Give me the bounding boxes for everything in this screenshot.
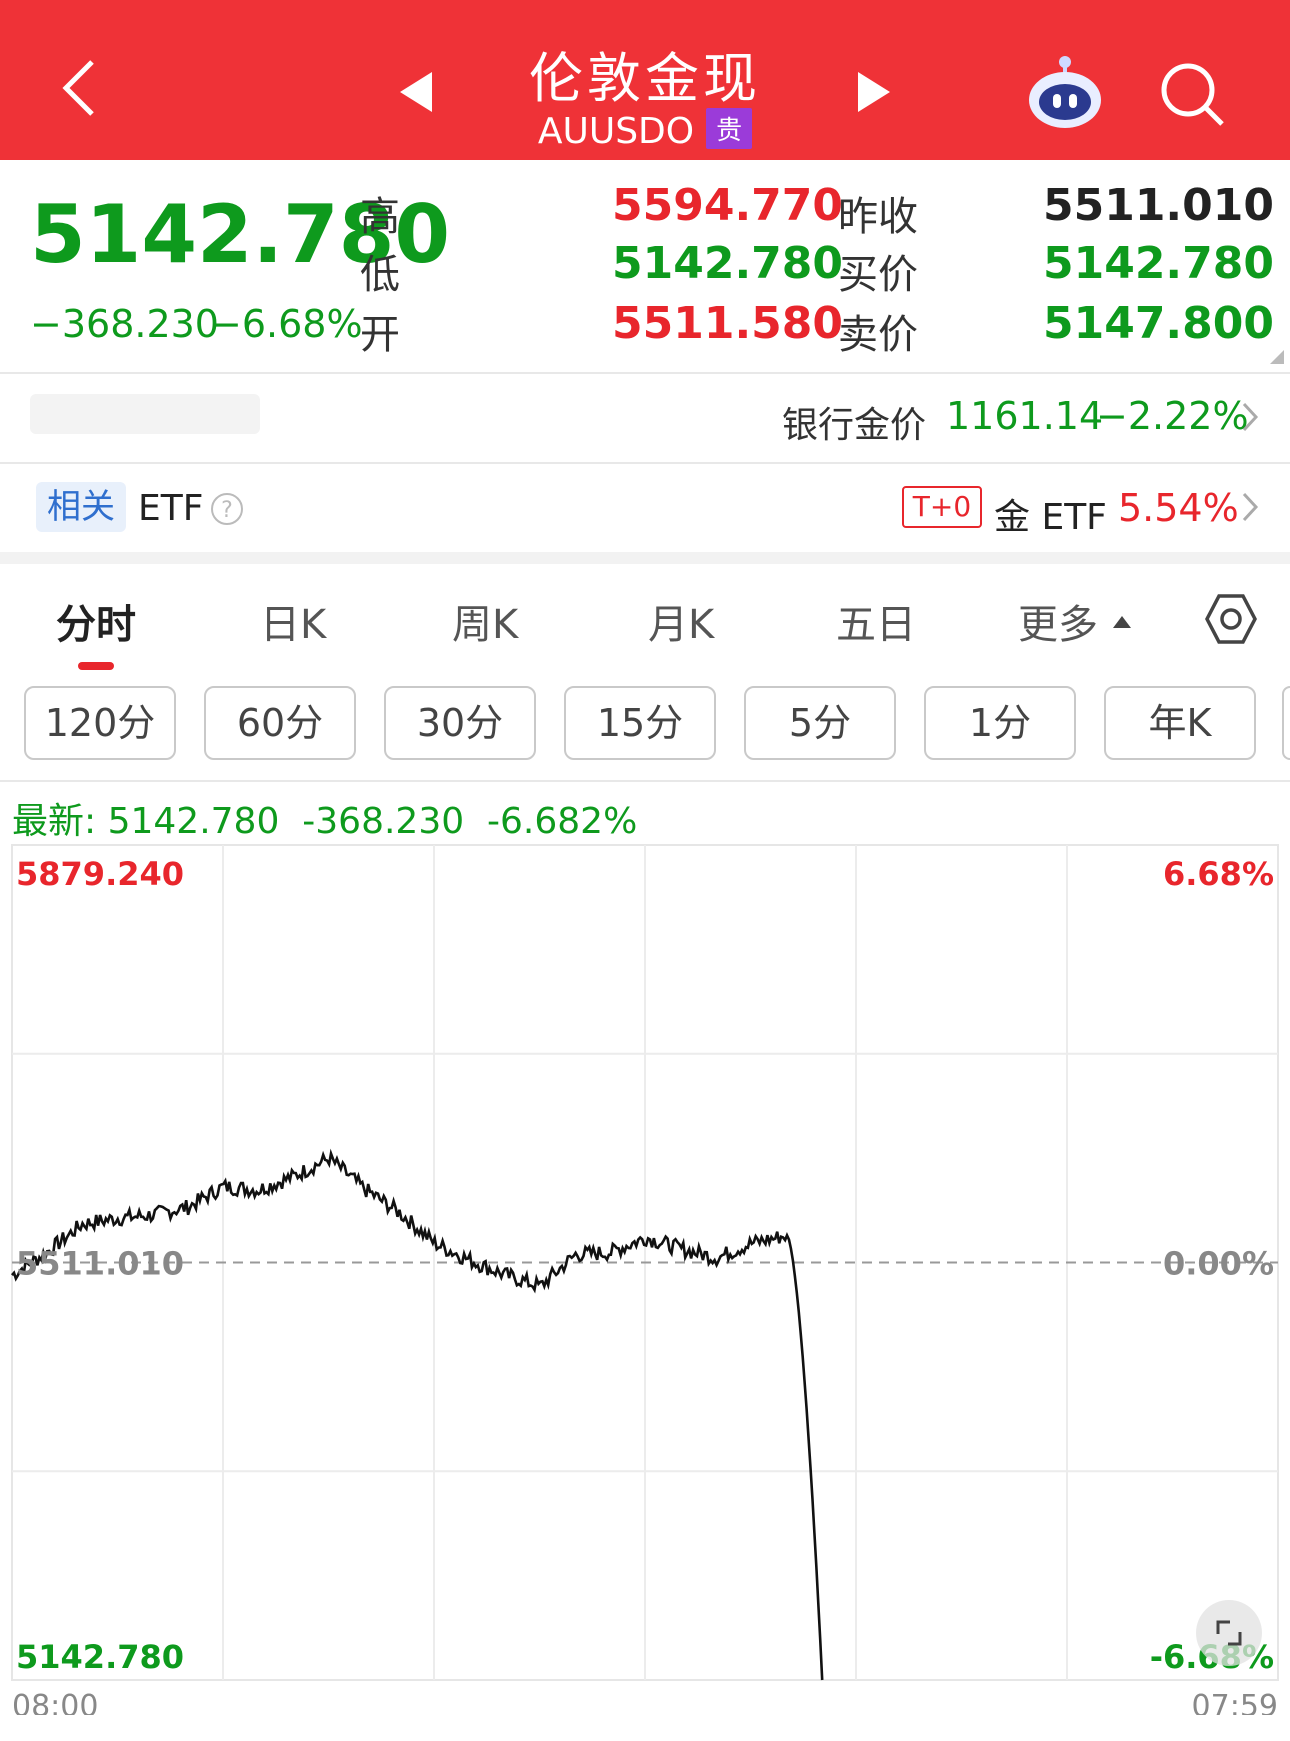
tab-month-k[interactable]: 月K <box>648 602 715 648</box>
next-arrow-icon[interactable] <box>856 70 892 114</box>
prev-close-value: 5511.010 <box>1042 180 1274 231</box>
tab-five-day[interactable]: 五日 <box>836 602 916 648</box>
category-badge: 贵 <box>706 108 753 149</box>
gold-etf-change: 5.54% <box>1118 486 1239 530</box>
bank-gold-change: −2.22% <box>1096 394 1249 438</box>
latest-price: 5142.780 <box>107 801 280 842</box>
related-tag: 相关 <box>36 482 126 532</box>
etf-row[interactable]: 相关 ETF ? T+0 金 ETF 5.54% <box>0 464 1290 552</box>
latest-label: 最新: <box>12 801 97 842</box>
chevron-right-icon <box>1242 492 1259 522</box>
page-title: 伦敦金现 <box>529 47 761 110</box>
y-axis-top-label: 5879.240 <box>16 855 184 893</box>
open-label: 开 <box>360 312 400 358</box>
prev-close-label: 昨收 <box>838 194 918 240</box>
tab-day-k[interactable]: 日K <box>260 602 327 648</box>
period-60m[interactable]: 60分 <box>204 686 356 760</box>
period-year-k[interactable]: 年K <box>1104 686 1256 760</box>
section-gap <box>0 552 1290 564</box>
top-bar: 伦敦金现 AUUSDO 贵 <box>0 0 1290 160</box>
bank-gold-value: 1161.14 <box>946 394 1104 438</box>
back-icon[interactable] <box>60 58 100 118</box>
x-axis-start-label: 08:00 <box>12 1689 98 1715</box>
period-5m[interactable]: 5分 <box>744 686 896 760</box>
active-tab-indicator <box>78 662 114 670</box>
latest-change-pct: -6.682% <box>487 801 638 842</box>
fullscreen-button[interactable] <box>1196 1600 1262 1666</box>
symbol-row: AUUSDO 贵 <box>0 108 1290 152</box>
price-change-pct: −6.68% <box>210 302 363 346</box>
tab-more[interactable]: 更多 <box>1018 592 1133 650</box>
ask-label: 卖价 <box>838 312 918 358</box>
price-change: −368.230 <box>30 302 219 346</box>
fullscreen-icon <box>1216 1620 1242 1646</box>
period-15m[interactable]: 15分 <box>564 686 716 760</box>
ask-value: 5147.800 <box>1042 298 1274 349</box>
help-icon[interactable]: ? <box>210 492 244 526</box>
price-line <box>11 1148 824 1681</box>
latest-change: -368.230 <box>302 801 465 842</box>
latest-row: 最新: 5142.780 -368.230 -6.682% <box>12 792 637 844</box>
svg-text:?: ? <box>221 498 233 523</box>
low-value: 5142.780 <box>612 238 844 289</box>
chevron-right-icon <box>1242 402 1259 432</box>
tab-week-k[interactable]: 周K <box>452 602 519 648</box>
bank-gold-label: 银行金价 <box>782 405 927 446</box>
y-axis-bottom-label: 5142.780 <box>16 1638 184 1676</box>
tab-more-label: 更多 <box>1018 602 1098 648</box>
period-overflow-edge <box>1282 686 1290 760</box>
low-label: 低 <box>360 252 400 298</box>
intraday-chart[interactable]: 5879.2406.68%5511.0100.00%5142.780-6.68%… <box>0 835 1290 1724</box>
open-value: 5511.580 <box>612 298 844 349</box>
bid-label: 买价 <box>838 252 918 298</box>
x-axis-end-label: 07:59 <box>1192 1689 1278 1715</box>
t0-badge: T+0 <box>902 486 982 528</box>
prev-arrow-icon[interactable] <box>398 70 434 114</box>
bid-value: 5142.780 <box>1042 238 1274 289</box>
divider <box>0 780 1290 782</box>
search-icon[interactable] <box>1160 62 1226 128</box>
high-value: 5594.770 <box>612 180 844 231</box>
current-price: 5142.780 <box>30 188 451 281</box>
expand-corner-icon[interactable] <box>1270 350 1284 364</box>
period-120m[interactable]: 120分 <box>24 686 176 760</box>
blurred-placeholder <box>30 394 260 434</box>
pct-axis-mid-label: 0.00% <box>1163 1245 1274 1283</box>
period-1m[interactable]: 1分 <box>924 686 1076 760</box>
caret-up-icon <box>1112 616 1131 628</box>
gold-etf-label: 金 ETF <box>994 497 1107 538</box>
symbol-code: AUUSDO <box>537 111 695 152</box>
pct-axis-top-label: 6.68% <box>1163 855 1274 893</box>
etf-label: ETF <box>138 488 204 529</box>
high-label: 高 <box>360 194 400 240</box>
bank-gold-row[interactable]: 银行金价 1161.14 −2.22% <box>0 374 1290 462</box>
divider <box>0 462 1290 464</box>
chart-svg: 5879.2406.68%5511.0100.00%5142.780-6.68%… <box>11 844 1279 1724</box>
period-30m[interactable]: 30分 <box>384 686 536 760</box>
tab-fenshi[interactable]: 分时 <box>56 602 136 648</box>
divider <box>0 372 1290 374</box>
robot-icon[interactable] <box>1024 52 1106 132</box>
y-axis-mid-label: 5511.010 <box>16 1245 184 1283</box>
settings-hexagon-icon[interactable] <box>1204 592 1258 646</box>
